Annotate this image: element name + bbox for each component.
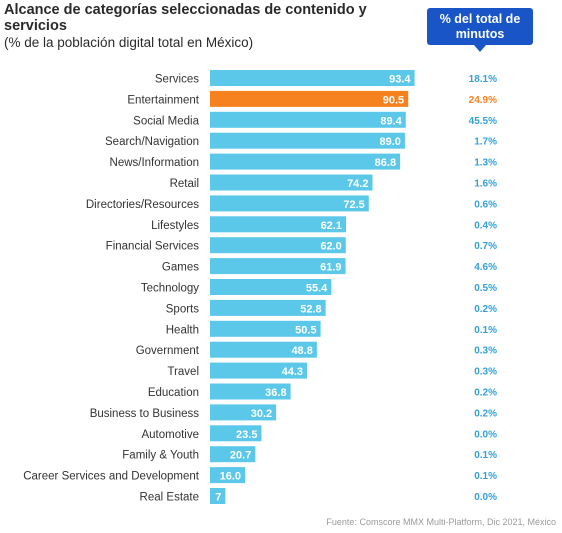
minutes-share-label: 24.9% bbox=[469, 95, 497, 106]
source-note: Fuente: Comscore MMX Multi-Platform, Dic… bbox=[326, 517, 556, 527]
category-label: Family & Youth bbox=[122, 450, 199, 462]
value-label: 7 bbox=[215, 492, 221, 504]
value-label: 90.5 bbox=[383, 94, 404, 106]
value-label: 86.8 bbox=[375, 157, 396, 169]
minutes-share-label: 0.2% bbox=[474, 388, 497, 399]
bar bbox=[210, 216, 346, 233]
value-label: 89.0 bbox=[379, 136, 400, 148]
minutes-share-label: 0.6% bbox=[474, 199, 497, 210]
category-label: Automotive bbox=[141, 429, 199, 441]
value-label: 62.1 bbox=[321, 220, 342, 232]
category-label: Career Services and Development bbox=[23, 471, 200, 483]
value-label: 52.8 bbox=[300, 303, 321, 315]
category-label: Entertainment bbox=[127, 94, 199, 106]
value-label: 16.0 bbox=[220, 471, 241, 483]
value-label: 89.4 bbox=[380, 115, 402, 127]
value-label: 55.4 bbox=[306, 283, 328, 295]
value-label: 62.0 bbox=[320, 241, 341, 253]
minutes-share-label: 0.1% bbox=[474, 450, 497, 461]
minutes-share-label: 18.1% bbox=[469, 74, 497, 85]
chart-title: Alcance de categorías seleccionadas de c… bbox=[4, 2, 367, 34]
category-label: Services bbox=[155, 74, 199, 86]
badge-pointer bbox=[474, 45, 486, 52]
value-label: 74.2 bbox=[347, 178, 368, 190]
category-label: Government bbox=[136, 345, 200, 357]
minutes-share-label: 0.7% bbox=[474, 241, 497, 252]
minutes-share-label: 0.3% bbox=[474, 367, 497, 378]
bar bbox=[210, 425, 262, 442]
category-label: Retail bbox=[170, 178, 199, 190]
bar bbox=[210, 70, 415, 86]
category-label: Travel bbox=[167, 366, 199, 378]
minutes-share-label: 0.1% bbox=[474, 471, 497, 482]
minutes-share-badge: % del total de minutos bbox=[427, 8, 533, 45]
minutes-share-label: 1.7% bbox=[474, 137, 497, 148]
value-label: 50.5 bbox=[295, 324, 316, 336]
category-label: News/Information bbox=[110, 157, 199, 169]
category-label: Health bbox=[166, 324, 199, 336]
category-label: Technology bbox=[141, 283, 199, 295]
value-label: 36.8 bbox=[265, 387, 286, 399]
minutes-share-label: 0.0% bbox=[474, 429, 497, 440]
category-label: Business to Business bbox=[90, 408, 200, 420]
value-label: 44.3 bbox=[282, 366, 303, 378]
category-label: Financial Services bbox=[106, 241, 200, 253]
minutes-share-label: 0.3% bbox=[474, 346, 497, 357]
value-label: 48.8 bbox=[291, 345, 312, 357]
category-label: Real Estate bbox=[140, 492, 199, 504]
minutes-share-label: 0.4% bbox=[474, 220, 497, 231]
bar bbox=[210, 341, 317, 358]
category-label: Social Media bbox=[133, 115, 199, 127]
minutes-share-label: 0.2% bbox=[474, 408, 497, 419]
value-label: 61.9 bbox=[320, 262, 341, 274]
category-label: Sports bbox=[166, 303, 199, 315]
bar bbox=[210, 153, 401, 170]
category-label: Directories/Resources bbox=[86, 199, 199, 211]
minutes-share-label: 0.0% bbox=[474, 492, 497, 503]
bar bbox=[210, 195, 369, 212]
bar bbox=[210, 279, 332, 295]
bar bbox=[210, 488, 226, 504]
category-label: Games bbox=[162, 262, 199, 274]
bar bbox=[210, 111, 406, 128]
bar bbox=[210, 383, 291, 400]
bar bbox=[210, 132, 405, 149]
category-label: Education bbox=[148, 387, 199, 399]
minutes-share-label: 1.3% bbox=[474, 158, 497, 169]
category-label: Search/Navigation bbox=[105, 136, 199, 148]
bar bbox=[210, 404, 277, 421]
minutes-share-label: 0.5% bbox=[474, 283, 497, 294]
bar bbox=[210, 174, 373, 191]
bar bbox=[210, 362, 308, 379]
bar bbox=[210, 299, 326, 316]
minutes-share-label: 0.1% bbox=[474, 325, 497, 336]
minutes-share-label: 4.6% bbox=[474, 262, 497, 273]
minutes-share-label: 1.6% bbox=[474, 179, 497, 190]
minutes-share-label: 45.5% bbox=[469, 116, 497, 127]
bar bbox=[210, 446, 256, 463]
value-label: 72.5 bbox=[343, 199, 364, 211]
chart-subtitle: (% de la población digital total en Méxi… bbox=[4, 35, 254, 50]
value-label: 30.2 bbox=[251, 408, 272, 420]
bar bbox=[210, 467, 246, 484]
minutes-share-label: 0.2% bbox=[474, 304, 497, 315]
bar-highlighted bbox=[210, 90, 409, 107]
bar bbox=[210, 237, 346, 254]
value-label: 23.5 bbox=[236, 429, 257, 441]
value-label: 20.7 bbox=[230, 450, 251, 462]
value-label: 93.4 bbox=[389, 74, 411, 86]
bar bbox=[210, 258, 346, 275]
bar bbox=[210, 320, 321, 337]
category-label: Lifestyles bbox=[151, 220, 199, 232]
